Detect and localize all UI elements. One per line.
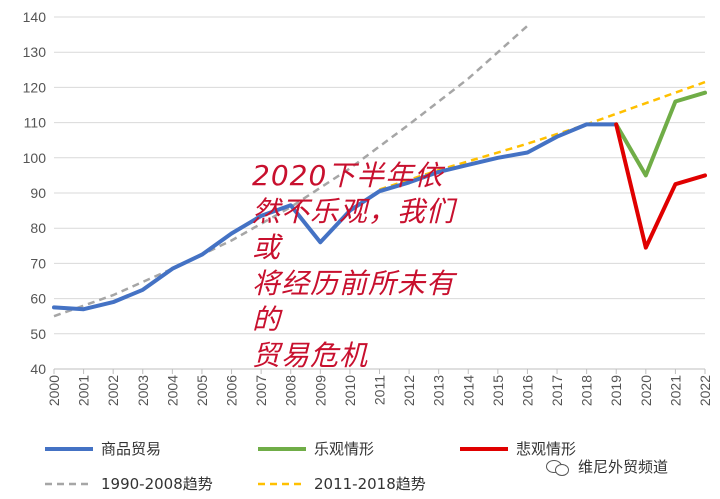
y-tick-label: 100: [23, 150, 47, 166]
y-axis-ticks: 40 50 60 70 80 90 100 110 120 130 140: [23, 9, 47, 377]
x-tick-label: 2006: [224, 375, 240, 406]
x-axis-ticks: 2000 2001 2002 2003 2004 2005 2006 2007 2008 2009…: [46, 369, 713, 406]
y-tick-label: 110: [24, 115, 47, 131]
annotation-line-3: 将经历前所未有的: [252, 267, 456, 336]
x-tick-label: 2012: [401, 375, 417, 406]
x-tick-label: 2008: [283, 375, 299, 406]
legend-label: 乐观情形: [314, 440, 374, 458]
series-line-2: [614, 122, 707, 250]
annotation-text: 2020下半年依 然不乐观，我们或 将经历前所未有的 贸易危机: [252, 158, 482, 374]
x-tick-label: 2021: [667, 375, 683, 406]
x-tick-label: 2003: [135, 375, 151, 406]
x-tick-label: 2010: [342, 375, 358, 406]
legend-label: 悲观情形: [516, 440, 576, 458]
series-group: [52, 24, 707, 318]
annotation-line-1: 2020下半年依: [252, 159, 444, 192]
y-tick-label: 50: [30, 326, 46, 342]
y-tick-label: 60: [30, 291, 46, 307]
x-tick-label: 2011: [372, 375, 388, 405]
x-tick-label: 2013: [431, 375, 447, 406]
x-tick-label: 2005: [194, 375, 210, 406]
legend-label: 2011-2018趋势: [314, 475, 426, 493]
x-tick-label: 2015: [490, 375, 506, 406]
annotation-line-4: 贸易危机: [252, 339, 369, 372]
x-tick-label: 2017: [549, 375, 565, 406]
y-tick-label: 140: [23, 9, 47, 25]
x-tick-label: 2002: [105, 375, 121, 406]
x-tick-label: 2016: [519, 375, 535, 406]
x-tick-label: 2007: [253, 375, 269, 406]
y-tick-label: 130: [23, 44, 47, 60]
x-tick-label: 2019: [608, 375, 624, 406]
x-tick-label: 2022: [697, 375, 713, 406]
x-tick-label: 2000: [46, 375, 62, 406]
x-tick-label: 2018: [579, 375, 595, 406]
y-tick-label: 70: [30, 255, 46, 271]
series-line-0: [52, 122, 619, 312]
x-tick-label: 2004: [164, 375, 180, 406]
legend: 商品贸易 乐观情形 悲观情形 1990-2008趋势 2011-2018趋势: [45, 440, 576, 493]
series-line-1: [614, 90, 707, 178]
watermark-label: 维尼外贸频道: [578, 458, 669, 476]
wechat-icon: [546, 458, 572, 476]
legend-label: 商品贸易: [101, 440, 161, 458]
annotation-line-2: 然不乐观，我们或: [252, 195, 456, 264]
y-tick-label: 120: [23, 79, 47, 95]
x-tick-label: 2020: [638, 375, 654, 406]
x-tick-label: 2009: [312, 375, 328, 406]
y-tick-label: 40: [30, 361, 46, 377]
y-tick-label: 90: [30, 185, 46, 201]
x-tick-label: 2014: [460, 375, 476, 406]
watermark: 维尼外贸频道: [546, 456, 668, 477]
legend-label: 1990-2008趋势: [101, 475, 213, 493]
x-tick-label: 2001: [76, 375, 92, 406]
y-tick-label: 80: [30, 220, 46, 236]
series-line-3: [53, 24, 529, 318]
